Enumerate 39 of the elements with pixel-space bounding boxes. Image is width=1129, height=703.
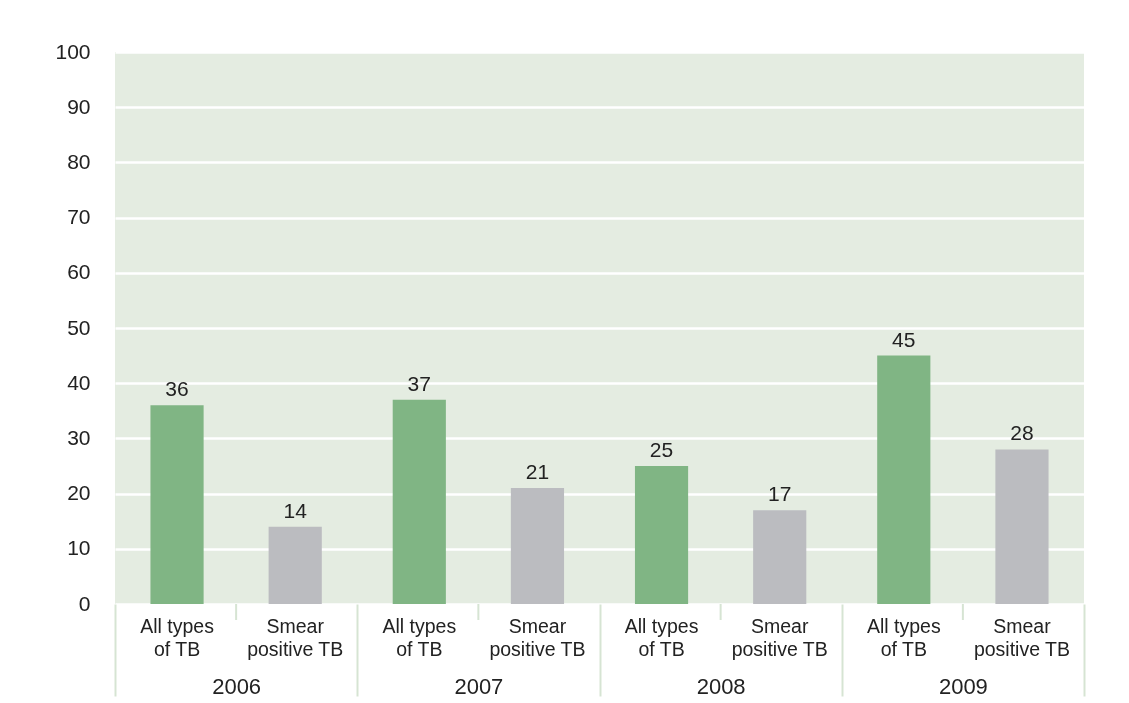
x-tick-label: 2008 xyxy=(696,673,746,699)
bar xyxy=(753,510,807,604)
data-label: 28 xyxy=(1010,421,1034,445)
y-tick-label: 40 xyxy=(67,370,91,394)
bar xyxy=(150,405,204,604)
y-tick-label: 70 xyxy=(67,205,91,229)
data-label: 17 xyxy=(768,482,792,506)
y-tick-label: 10 xyxy=(67,536,91,560)
data-label: 14 xyxy=(283,498,308,522)
bar xyxy=(877,355,931,604)
text: Smear positive TB xyxy=(247,615,344,660)
bar xyxy=(995,449,1049,604)
y-tick-label: 0 xyxy=(78,591,91,615)
y-tick-label: 30 xyxy=(67,425,91,449)
series-label: All types of TB xyxy=(140,615,215,660)
y-tick-label: 100 xyxy=(55,39,91,63)
text: All types of TB xyxy=(382,615,457,660)
x-tick-label: 2009 xyxy=(938,673,988,699)
x-tick-label: 2006 xyxy=(212,673,262,699)
y-tick-label: 90 xyxy=(67,94,91,118)
data-label: 25 xyxy=(649,438,674,461)
text: Smear positive TB xyxy=(973,615,1071,660)
bar xyxy=(268,526,322,604)
bar xyxy=(510,488,565,604)
bar xyxy=(634,466,689,604)
y-tick-label: 60 xyxy=(67,260,91,284)
y-tick-label: 50 xyxy=(67,315,91,339)
text: Smear positive TB xyxy=(731,615,828,660)
series-label: Smear positive TB xyxy=(489,615,586,660)
data-label: 21 xyxy=(525,460,550,484)
x-tick-label: 2007 xyxy=(454,673,504,699)
data-label: 36 xyxy=(165,377,189,401)
text: All types of TB xyxy=(866,615,941,660)
y-tick-label: 80 xyxy=(67,149,91,173)
bar xyxy=(392,399,446,604)
data-label: 45 xyxy=(892,327,916,351)
data-label: 37 xyxy=(407,371,431,395)
y-tick-label: 20 xyxy=(67,481,91,505)
text: All types of TB xyxy=(624,615,699,660)
